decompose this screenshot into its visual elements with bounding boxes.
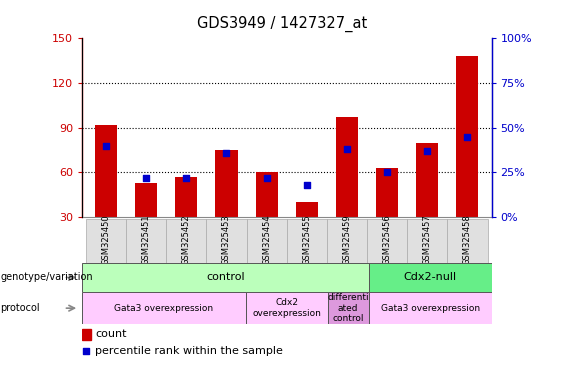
Point: [102, 142, 111, 149]
Bar: [175, 177, 197, 262]
Bar: [206, 219, 246, 263]
Point: [142, 175, 151, 181]
Point: [182, 175, 191, 181]
Text: differenti
ated
control: differenti ated control: [327, 293, 369, 323]
Text: Cdx2
overexpression: Cdx2 overexpression: [253, 298, 321, 318]
Text: genotype/variation: genotype/variation: [1, 272, 93, 283]
Point: [302, 182, 311, 188]
Bar: [82, 263, 369, 292]
Bar: [287, 219, 327, 263]
Bar: [407, 219, 447, 263]
Bar: [295, 202, 318, 262]
Text: GSM325458: GSM325458: [463, 215, 472, 265]
Text: percentile rank within the sample: percentile rank within the sample: [95, 346, 283, 356]
Text: Cdx2-null: Cdx2-null: [403, 272, 457, 283]
Bar: [255, 172, 278, 262]
Text: GSM325454: GSM325454: [262, 215, 271, 265]
Bar: [327, 219, 367, 263]
Bar: [369, 292, 492, 324]
Bar: [82, 329, 91, 340]
Point: [222, 150, 231, 156]
Text: Gata3 overexpression: Gata3 overexpression: [114, 304, 214, 313]
Point: [383, 169, 392, 175]
Point: [342, 146, 351, 152]
Text: protocol: protocol: [1, 303, 40, 313]
Text: GDS3949 / 1427327_at: GDS3949 / 1427327_at: [197, 15, 368, 31]
Bar: [135, 183, 157, 262]
Bar: [246, 219, 287, 263]
Bar: [215, 150, 237, 262]
Text: GSM325451: GSM325451: [142, 215, 151, 265]
Point: [423, 148, 432, 154]
Text: GSM325450: GSM325450: [102, 215, 111, 265]
Bar: [336, 117, 358, 262]
Bar: [376, 168, 398, 262]
Bar: [328, 292, 369, 324]
Bar: [367, 219, 407, 263]
Bar: [457, 56, 479, 262]
Point: [262, 175, 271, 181]
Bar: [447, 219, 488, 263]
Bar: [246, 292, 328, 324]
Text: GSM325456: GSM325456: [383, 215, 392, 265]
Text: GSM325453: GSM325453: [222, 215, 231, 265]
Point: [323, 270, 332, 276]
Bar: [95, 125, 117, 262]
Bar: [166, 219, 206, 263]
Text: Gata3 overexpression: Gata3 overexpression: [381, 304, 480, 313]
Text: GSM325452: GSM325452: [182, 215, 191, 265]
Text: GSM325457: GSM325457: [423, 215, 432, 265]
Bar: [82, 292, 246, 324]
Bar: [86, 219, 126, 263]
Bar: [416, 142, 438, 262]
Text: GSM325455: GSM325455: [302, 215, 311, 265]
Text: count: count: [95, 329, 127, 339]
Text: GSM325459: GSM325459: [342, 215, 351, 265]
Bar: [126, 219, 166, 263]
Bar: [369, 263, 492, 292]
Text: control: control: [206, 272, 245, 283]
Point: [463, 134, 472, 140]
